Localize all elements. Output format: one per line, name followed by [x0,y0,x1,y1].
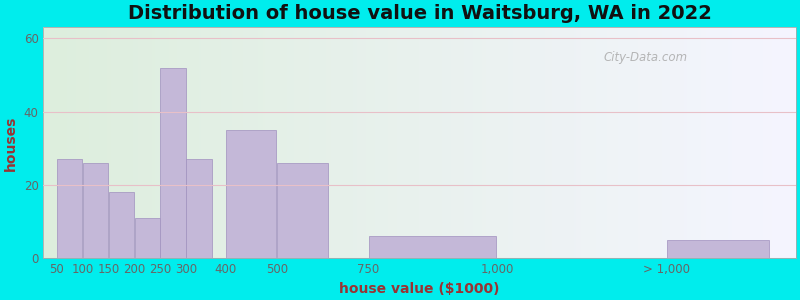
Bar [186,160,212,258]
Text: City-Data.com: City-Data.com [603,51,687,64]
Bar [369,236,496,258]
Y-axis label: houses: houses [4,115,18,171]
Bar [161,68,186,258]
X-axis label: house value ($1000): house value ($1000) [339,282,500,296]
Bar [82,163,108,258]
Bar [109,192,134,258]
Bar [667,240,769,258]
Bar [57,160,82,258]
Bar [226,130,277,258]
Bar [278,163,328,258]
Title: Distribution of house value in Waitsburg, WA in 2022: Distribution of house value in Waitsburg… [128,4,711,23]
Bar [134,218,160,258]
